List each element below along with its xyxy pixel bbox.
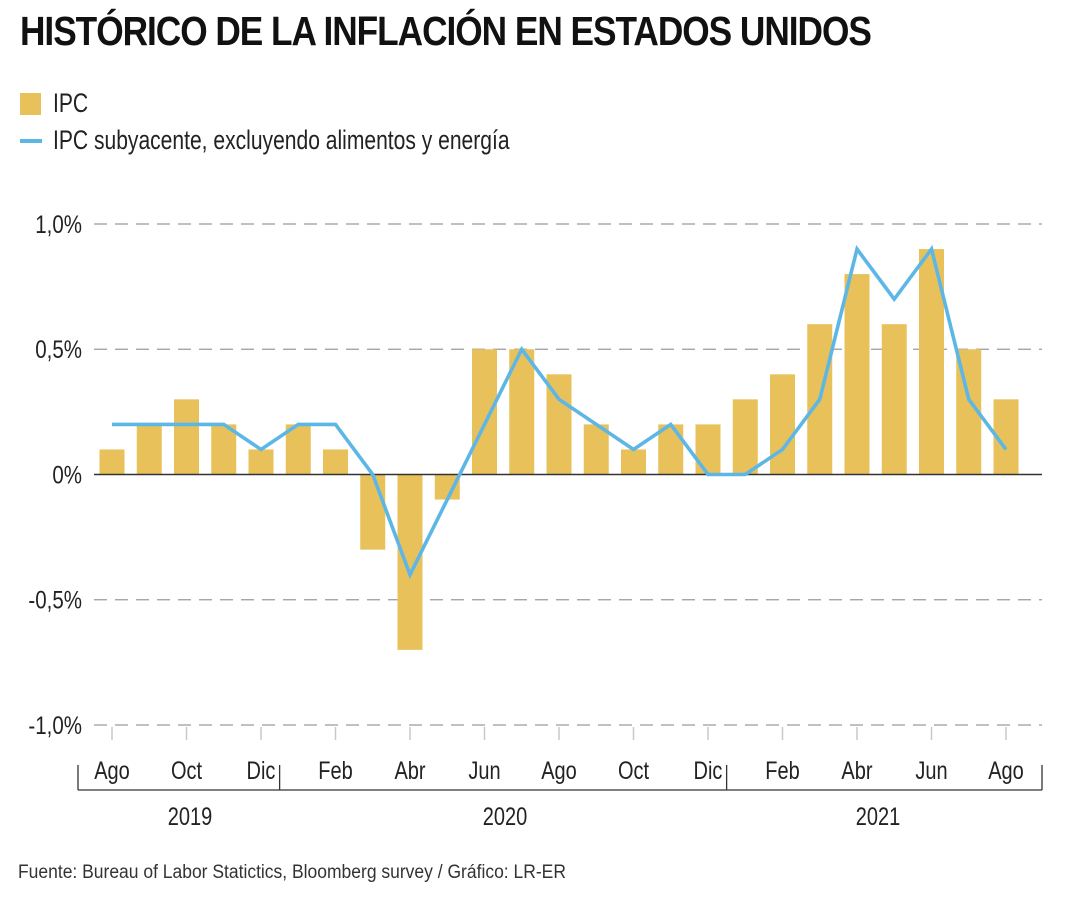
legend-label-ipc: IPC xyxy=(53,88,89,118)
ipc-bars xyxy=(99,249,1019,650)
x-tick-label: Ago xyxy=(988,757,1024,785)
x-tick-label: Oct xyxy=(618,757,650,785)
x-tick-label: Jun xyxy=(915,757,947,785)
x-tick-label: Ago xyxy=(94,757,130,785)
ipc-bar xyxy=(695,424,721,475)
ipc-bar xyxy=(770,374,795,475)
chart-title: HISTÓRICO DE LA INFLACIÓN EN ESTADOS UNI… xyxy=(20,8,872,54)
x-tick-label: Feb xyxy=(765,757,799,785)
x-tick-label: Abr xyxy=(394,757,426,785)
x-tick-label: Ago xyxy=(541,757,577,785)
core-ipc-line xyxy=(111,244,1008,580)
y-axis-labels: 1,0% 0,5% 0% -0,5% -1,0% xyxy=(28,210,82,739)
x-tick-label: Feb xyxy=(318,757,352,785)
y-tick-label: 0,5% xyxy=(35,335,82,363)
source-note: Fuente: Bureau of Labor Statictics, Bloo… xyxy=(18,862,566,883)
ipc-bar xyxy=(732,399,758,475)
y-tick-label: -1,0% xyxy=(28,711,82,739)
ipc-bar xyxy=(434,474,460,500)
y-tick-label: 0% xyxy=(52,461,82,489)
year-label: 2020 xyxy=(483,803,527,831)
year-label: 2021 xyxy=(856,803,900,831)
ipc-bar xyxy=(99,449,125,475)
x-tick-label: Jun xyxy=(468,757,500,785)
x-tick-label: Dic xyxy=(247,757,276,785)
gridlines xyxy=(94,223,1042,726)
inflation-chart: 1,0%0,5%0%-0,5%-1,0% Ago Oct Dic Feb Abr Jun A… xyxy=(28,210,1043,831)
legend-label-core-ipc: IPC subyacente, excluyendo alimentos y e… xyxy=(53,125,510,155)
y-tick-label: -0,5% xyxy=(28,586,82,614)
ipc-bar xyxy=(174,399,199,475)
x-tick-label: Dic xyxy=(694,757,723,785)
legend-line-swatch-icon xyxy=(20,138,42,143)
ipc-bar xyxy=(472,349,497,475)
year-label: 2019 xyxy=(168,803,212,831)
ipc-bar xyxy=(844,274,870,475)
ipc-bar xyxy=(323,449,348,475)
legend-item-ipc: IPC xyxy=(20,88,98,119)
x-tick-label: Oct xyxy=(171,757,203,785)
year-axis: 2019 2020 2021 xyxy=(77,765,1043,831)
ipc-bar xyxy=(136,424,162,475)
ipc-bar xyxy=(881,324,907,475)
legend-item-core-ipc: IPC subyacente, excluyendo alimentos y e… xyxy=(20,125,638,156)
ipc-bar xyxy=(360,474,386,550)
x-tick-label: Abr xyxy=(841,757,873,785)
ipc-bar xyxy=(397,474,423,650)
x-axis-labels: Ago Oct Dic Feb Abr Jun Ago Oct Dic Feb Abr Jun Ago xyxy=(94,727,1024,785)
ipc-bar xyxy=(621,449,646,475)
y-tick-label: 1,0% xyxy=(35,210,82,238)
ipc-bar xyxy=(285,424,311,475)
ipc-bar xyxy=(583,424,609,475)
ipc-bar xyxy=(211,424,237,475)
ipc-bar xyxy=(248,449,274,475)
ipc-bar xyxy=(509,349,535,475)
legend-bar-swatch-icon xyxy=(20,92,41,115)
